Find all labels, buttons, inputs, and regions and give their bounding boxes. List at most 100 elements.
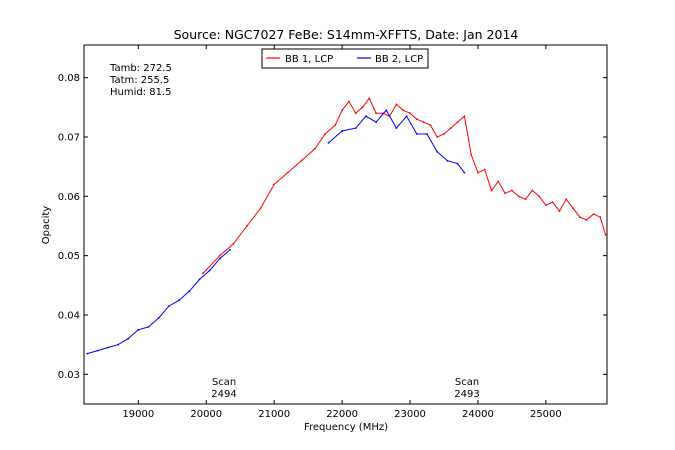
x-tick-label: 24000	[462, 409, 494, 420]
scan-annotation-label: Scan	[212, 377, 236, 388]
legend: BB 1, LCP BB 2, LCP	[261, 48, 429, 69]
data-point-bb2	[446, 159, 449, 162]
data-point-bb1	[463, 115, 466, 118]
data-point-bb1	[354, 112, 357, 115]
data-point-bb2	[168, 305, 170, 307]
data-point-bb1	[202, 272, 204, 275]
data-point-bb2	[86, 352, 89, 355]
x-tick-label: 21000	[258, 409, 290, 420]
data-point-bb2	[415, 133, 418, 135]
x-tick-label: 20000	[190, 409, 222, 420]
data-point-bb2	[147, 326, 150, 328]
y-axis: 0.03 0.04 0.05 0.06 0.07 0.08	[58, 73, 607, 381]
y-tick-label: 0.03	[58, 370, 80, 381]
data-point-bb1	[531, 189, 534, 192]
weather-text-tatm: Tatm: 255.5	[109, 75, 169, 86]
data-point-bb1	[565, 198, 568, 201]
data-point-bb1	[545, 204, 547, 207]
data-point-bb1	[334, 124, 337, 126]
data-point-bb1	[259, 207, 262, 210]
scan-annotation-2494: Scan 2494	[211, 377, 236, 400]
data-point-bb2	[188, 290, 191, 293]
data-point-bb1	[348, 100, 350, 103]
data-point-bb1	[368, 97, 371, 100]
data-point-bb2	[198, 278, 201, 281]
data-point-bb2	[106, 346, 109, 349]
weather-text-humid: Humid: 81.5	[110, 87, 172, 98]
data-point-bb2	[456, 162, 459, 165]
x-tick-label: 22000	[326, 409, 358, 420]
data-point-bb1	[504, 192, 506, 195]
data-point-bb1	[436, 136, 439, 138]
scan-annotation-number: 2494	[211, 389, 236, 400]
data-point-bb1	[246, 225, 248, 227]
data-point-bb1	[490, 189, 493, 192]
data-point-bb1	[578, 216, 581, 219]
legend-label-bb2: BB 2, LCP	[375, 54, 423, 65]
data-point-bb1	[361, 106, 364, 109]
x-tick-label: 19000	[122, 409, 154, 420]
series-layer	[86, 97, 607, 355]
data-point-bb1	[585, 219, 588, 221]
data-point-bb1	[395, 103, 398, 106]
data-point-bb2	[218, 257, 221, 260]
scan-annotation-number: 2493	[454, 389, 479, 400]
data-point-bb2	[96, 349, 99, 352]
data-point-bb1	[409, 112, 411, 115]
data-point-bb2	[405, 115, 408, 118]
data-point-bb1	[592, 213, 595, 216]
data-point-bb2	[208, 269, 211, 272]
data-point-bb1	[449, 127, 452, 129]
data-point-bb1	[551, 201, 554, 204]
data-point-bb1	[599, 216, 602, 219]
data-point-bb1	[558, 210, 561, 213]
data-point-bb2	[178, 299, 181, 302]
data-point-bb2	[157, 317, 160, 319]
data-point-bb1	[324, 133, 326, 135]
data-point-bb1	[517, 195, 520, 198]
data-point-bb2	[395, 127, 398, 129]
data-point-bb1	[273, 183, 276, 186]
scan-annotation-2493: Scan 2493	[454, 377, 479, 400]
data-point-bb1	[497, 180, 500, 183]
data-point-bb1	[572, 207, 574, 210]
data-point-bb2	[436, 150, 439, 153]
data-point-bb2	[341, 130, 343, 132]
legend-label-bb1: BB 1, LCP	[285, 54, 333, 65]
data-point-bb2	[137, 328, 140, 331]
data-point-bb1	[443, 133, 445, 135]
data-point-bb2	[463, 171, 466, 174]
data-point-bb2	[327, 142, 330, 144]
data-point-bb1	[524, 198, 527, 201]
x-axis-label: Frequency (MHz)	[304, 422, 388, 433]
data-point-bb1	[232, 242, 235, 245]
data-point-bb2	[375, 121, 377, 123]
y-tick-label: 0.06	[58, 192, 80, 203]
data-point-bb1	[470, 153, 473, 156]
data-point-bb1	[375, 112, 377, 115]
data-point-bb2	[127, 337, 129, 340]
data-point-bb1	[300, 159, 303, 162]
data-point-bb2	[426, 133, 428, 135]
data-point-bb1	[415, 118, 418, 121]
data-point-bb2	[117, 343, 119, 346]
data-point-bb1	[341, 109, 343, 112]
data-point-bb1	[456, 121, 459, 123]
y-axis-label: Opacity	[41, 206, 52, 245]
data-point-bb1	[286, 171, 289, 174]
data-point-bb2	[354, 127, 357, 129]
data-point-bb1	[477, 171, 479, 174]
x-axis: 19000 20000 21000 22000 23000 24000 25000	[122, 45, 562, 420]
data-point-bb2	[385, 109, 388, 112]
data-point-bb1	[604, 234, 607, 236]
data-point-bb1	[218, 254, 221, 257]
plot-area	[83, 44, 608, 405]
y-tick-label: 0.07	[58, 132, 80, 143]
y-tick-label: 0.08	[58, 73, 80, 84]
data-point-bb1	[314, 147, 316, 150]
data-point-bb1	[511, 189, 513, 192]
data-point-bb2	[365, 115, 367, 118]
y-tick-label: 0.05	[58, 251, 80, 262]
data-point-bb1	[483, 168, 486, 171]
